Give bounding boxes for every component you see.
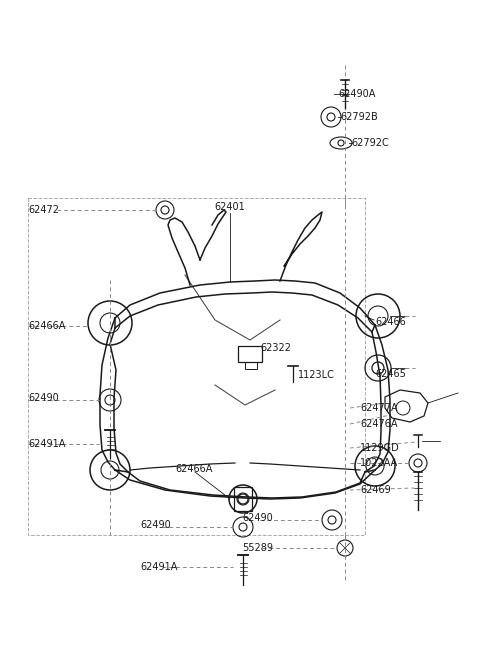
Text: 62476A: 62476A <box>360 419 397 429</box>
Text: 62466A: 62466A <box>175 464 212 474</box>
Text: 62490A: 62490A <box>338 89 375 99</box>
Text: 62490: 62490 <box>28 393 59 403</box>
Text: 62477A: 62477A <box>360 403 397 413</box>
Text: 1129GD: 1129GD <box>360 443 400 453</box>
Text: 62472: 62472 <box>28 205 59 215</box>
Text: 62469: 62469 <box>360 485 391 495</box>
Text: 62466: 62466 <box>375 317 406 327</box>
Text: 62792C: 62792C <box>351 138 389 148</box>
Text: 62792B: 62792B <box>340 112 378 122</box>
Text: 1123LC: 1123LC <box>298 370 335 380</box>
Text: 62466A: 62466A <box>28 321 65 331</box>
Text: 62490: 62490 <box>140 520 171 530</box>
Text: 62322: 62322 <box>260 343 291 353</box>
Bar <box>238 346 262 362</box>
Text: 62491A: 62491A <box>28 439 65 449</box>
Text: 1022AA: 1022AA <box>360 458 398 468</box>
Bar <box>245 362 257 369</box>
Text: 62491A: 62491A <box>140 562 178 572</box>
Bar <box>234 487 252 511</box>
Text: 62465: 62465 <box>375 369 406 379</box>
Bar <box>28 198 365 535</box>
Text: 62401: 62401 <box>215 202 245 212</box>
Text: 62490: 62490 <box>242 513 273 523</box>
Text: 55289: 55289 <box>242 543 273 553</box>
